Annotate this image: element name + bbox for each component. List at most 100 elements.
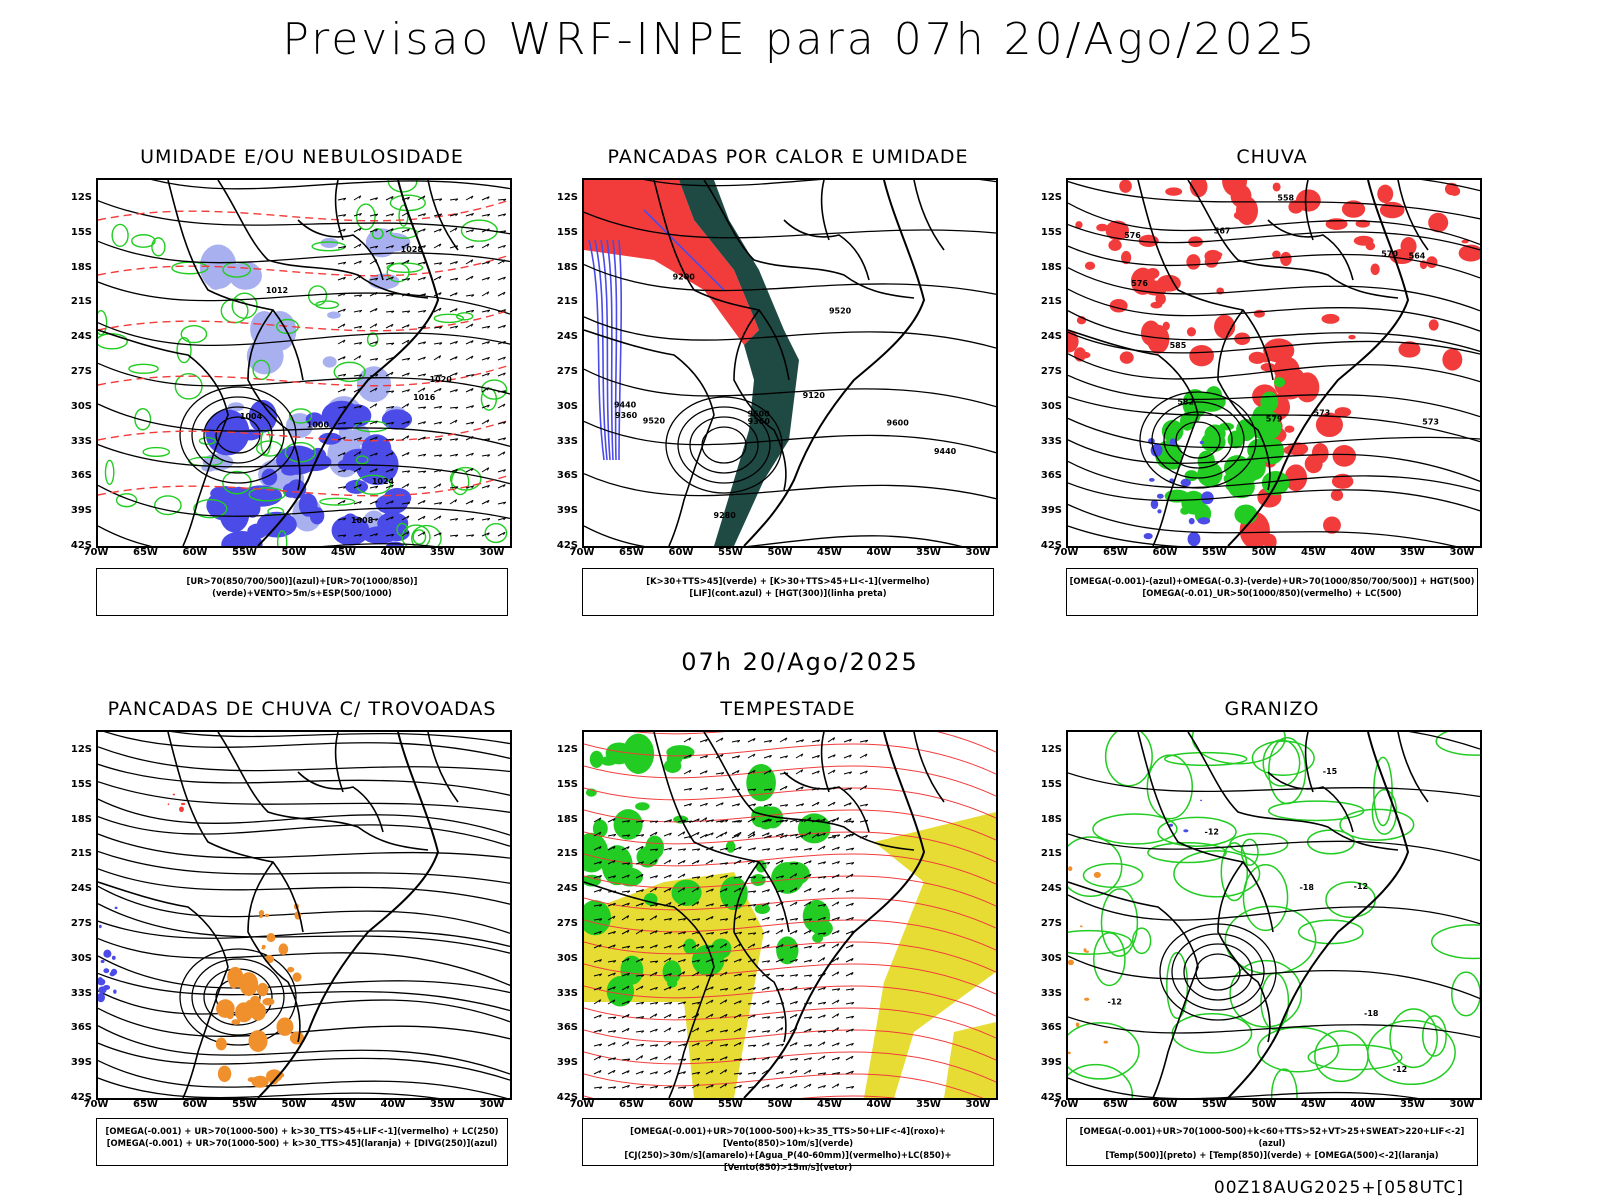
- lon-tick-label: 50W: [281, 547, 307, 558]
- contour-label: 1000: [307, 420, 330, 429]
- panel-title: GRANIZO: [1224, 698, 1320, 720]
- lon-tick-label: 50W: [767, 547, 793, 558]
- contour-label: -18: [1364, 1009, 1379, 1018]
- lon-tick-label: 65W: [619, 547, 644, 558]
- panel-legend: [OMEGA(-0.001)-(azul)+OMEGA(-0.3)-(verde…: [1066, 568, 1478, 616]
- lat-tick-label: 15S: [1040, 778, 1062, 790]
- lat-tick-label: 33S: [1040, 435, 1062, 447]
- lon-tick-label: 30W: [479, 1099, 505, 1110]
- lon-tick-label: 70W: [569, 547, 595, 558]
- contour-label: -12: [1354, 882, 1368, 891]
- lon-tick-label: 60W: [1152, 1099, 1178, 1110]
- lat-tick-label: 42S: [70, 540, 92, 551]
- legend-line: [OMEGA(-0.001) + UR>70(1000-500) + k>30_…: [105, 1126, 499, 1136]
- map-canvas: 1012 1016 1020 1024 1028 1008 1004 1000: [98, 180, 510, 546]
- contour-label: 1008: [351, 516, 374, 525]
- political-borders: [98, 732, 459, 1098]
- legend-line: [Temp(500)](preto) + [Temp(850)](verde) …: [1105, 1150, 1439, 1160]
- legend-line: [OMEGA(-0.001)+UR>70(1000-500)+k<60+TTS>…: [1079, 1126, 1465, 1148]
- lat-tick-label: 12S: [70, 744, 92, 755]
- lon-tick-label: 70W: [83, 1099, 109, 1110]
- lon-tick-label: 55W: [232, 547, 257, 558]
- forecast-map: 582 585 573 576 579 564 558 576 573 570 567: [1066, 178, 1482, 548]
- lat-tick-label: 42S: [556, 540, 578, 551]
- lon-tick-label: 50W: [767, 1099, 793, 1110]
- lon-tick-label: 60W: [182, 547, 208, 558]
- lon-tick-label: 40W: [380, 1099, 406, 1110]
- lon-tick-label: 65W: [133, 1099, 158, 1110]
- panel-legend: [OMEGA(-0.001) + UR>70(1000-500) + k>30_…: [96, 1118, 508, 1166]
- lon-tick-label: 30W: [1449, 547, 1475, 558]
- lat-tick-label: 12S: [556, 192, 578, 203]
- contour-label: -12: [1393, 1065, 1407, 1074]
- lon-tick-label: 35W: [1400, 547, 1425, 558]
- lat-tick-label: 30S: [70, 400, 92, 412]
- lon-tick-label: 35W: [916, 547, 941, 558]
- map-canvas: 582 585 573 576 579 564 558 576 573 570 567: [1068, 180, 1480, 546]
- lat-tick-label: 24S: [556, 331, 578, 343]
- contour-label: 567: [1214, 226, 1231, 235]
- lat-tick-label: 42S: [1040, 1092, 1062, 1103]
- panel-legend: [K>30+TTS>45](verde) + [K>30+TTS>45+LI<-…: [582, 568, 994, 616]
- contour-label: 579: [1266, 414, 1283, 423]
- contour-label: 576: [1131, 279, 1148, 288]
- political-borders: [1068, 180, 1429, 546]
- lon-tick-label: 60W: [1152, 547, 1178, 558]
- main-title: Previsao WRF-INPE para 07h 20/Ago/2025: [282, 14, 1318, 65]
- lon-tick-label: 70W: [83, 547, 109, 558]
- run-timestamp: 00Z18AUG2025+[058UTC]: [1213, 1178, 1464, 1198]
- lon-tick-label: 55W: [1202, 1099, 1227, 1110]
- contour-label: 9440: [614, 400, 637, 409]
- lon-tick-label: 55W: [718, 547, 743, 558]
- forecast-map: -12 -12 -18 -12 -18 -12 -15: [1066, 730, 1482, 1100]
- lat-tick-label: 12S: [1040, 192, 1062, 203]
- legend-line: [LIF](cont.azul) + [HGT(300)](linha pret…: [689, 588, 887, 598]
- legend-line: [OMEGA(-0.01)_UR>50(1000/850)(vermelho) …: [1142, 588, 1402, 598]
- lon-tick-label: 70W: [569, 1099, 595, 1110]
- panel-legend: [OMEGA(-0.001)+UR>70(1000-500)+k<60+TTS>…: [1066, 1118, 1478, 1166]
- contour-label: -15: [1323, 767, 1338, 776]
- lon-tick-label: 30W: [1449, 1099, 1475, 1110]
- lat-tick-label: 18S: [1040, 261, 1062, 273]
- lon-tick-label: 50W: [1251, 547, 1277, 558]
- isoline-set: [1068, 180, 1480, 546]
- lat-tick-label: 24S: [1040, 331, 1062, 343]
- lat-tick-label: 18S: [70, 813, 92, 825]
- lon-tick-label: 55W: [232, 1099, 257, 1110]
- lon-tick-label: 65W: [619, 1099, 644, 1110]
- contour-label: 9120: [803, 391, 826, 400]
- lon-tick-label: 55W: [718, 1099, 743, 1110]
- lat-tick-label: 15S: [556, 778, 578, 790]
- lat-tick-label: 21S: [70, 296, 92, 308]
- contour-label: 1012: [266, 286, 288, 295]
- lat-tick-label: 30S: [70, 952, 92, 964]
- lon-tick-label: 45W: [331, 547, 356, 558]
- contour-label: 9520: [643, 416, 666, 425]
- lon-tick-label: 45W: [817, 547, 842, 558]
- contour-label: 9280: [714, 511, 737, 520]
- lon-tick-label: 40W: [380, 547, 406, 558]
- contour-label: 9200: [673, 273, 696, 282]
- forecast-map: 1012 1016 1020 1024 1028 1008 1004 1000: [96, 178, 512, 548]
- political-borders: [584, 732, 945, 1098]
- lon-tick-label: 45W: [1301, 1099, 1326, 1110]
- lat-tick-label: 39S: [70, 1057, 92, 1069]
- political-borders: [98, 180, 459, 546]
- lat-tick-label: 39S: [556, 505, 578, 517]
- lon-tick-label: 45W: [1301, 547, 1326, 558]
- lat-tick-label: 18S: [556, 813, 578, 825]
- lon-tick-label: 50W: [281, 1099, 307, 1110]
- lat-tick-label: 18S: [556, 261, 578, 273]
- panel-legend: [OMEGA(-0.001)+UR>70(1000-500)+k>35_TTS>…: [582, 1118, 994, 1172]
- map-canvas: [98, 732, 510, 1098]
- panel-title: PANCADAS POR CALOR E UMIDADE: [607, 146, 969, 168]
- contour-label: 1024: [372, 477, 395, 486]
- isoline-set: [584, 180, 996, 546]
- lat-tick-label: 12S: [1040, 744, 1062, 755]
- lat-tick-label: 36S: [70, 470, 92, 482]
- lat-tick-label: 21S: [1040, 296, 1062, 308]
- lat-tick-label: 30S: [556, 400, 578, 412]
- lat-tick-label: 42S: [556, 1092, 578, 1103]
- forecast-map: [96, 730, 512, 1100]
- contour-label: 573: [1422, 418, 1439, 427]
